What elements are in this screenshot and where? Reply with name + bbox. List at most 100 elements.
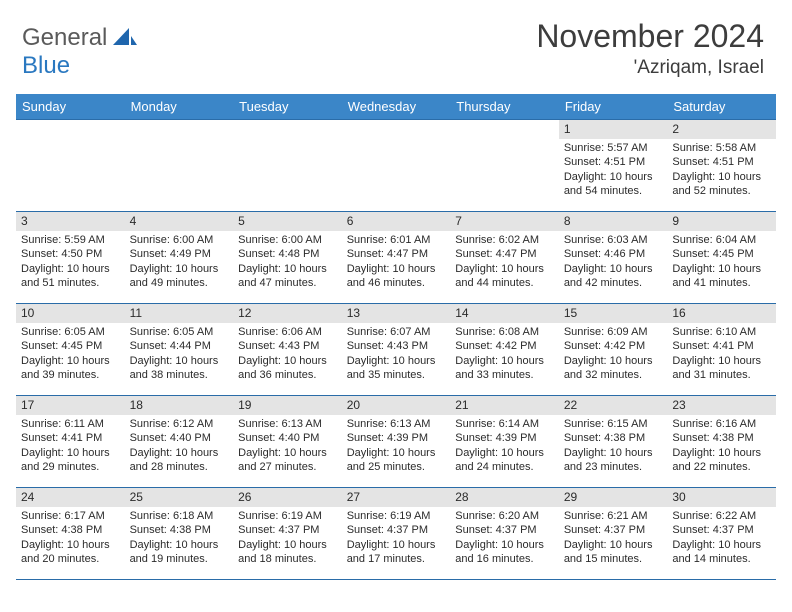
sunset-text: Sunset: 4:38 PM: [672, 431, 771, 445]
sunrise-text: Sunrise: 6:00 AM: [238, 233, 337, 247]
daylight-text: Daylight: 10 hours: [564, 446, 663, 460]
sunset-text: Sunset: 4:38 PM: [564, 431, 663, 445]
sunset-text: Sunset: 4:49 PM: [130, 247, 229, 261]
day-number: 10: [16, 304, 125, 323]
sunrise-text: Sunrise: 6:21 AM: [564, 509, 663, 523]
daylight-text: Daylight: 10 hours: [564, 538, 663, 552]
day-details: Sunrise: 6:22 AMSunset: 4:37 PMDaylight:…: [667, 507, 776, 568]
sunset-text: Sunset: 4:39 PM: [455, 431, 554, 445]
weekday-header-row: Sunday Monday Tuesday Wednesday Thursday…: [16, 94, 776, 120]
daylight-text: and 23 minutes.: [564, 460, 663, 474]
day-details: Sunrise: 6:07 AMSunset: 4:43 PMDaylight:…: [342, 323, 451, 384]
calendar-day-cell: 4Sunrise: 6:00 AMSunset: 4:49 PMDaylight…: [125, 212, 234, 304]
sunrise-text: Sunrise: 6:10 AM: [672, 325, 771, 339]
sunset-text: Sunset: 4:41 PM: [21, 431, 120, 445]
daylight-text: and 28 minutes.: [130, 460, 229, 474]
sunrise-text: Sunrise: 6:01 AM: [347, 233, 446, 247]
daylight-text: Daylight: 10 hours: [564, 262, 663, 276]
sunrise-text: Sunrise: 6:08 AM: [455, 325, 554, 339]
sunrise-text: Sunrise: 6:12 AM: [130, 417, 229, 431]
calendar-week-row: 10Sunrise: 6:05 AMSunset: 4:45 PMDayligh…: [16, 304, 776, 396]
sunrise-text: Sunrise: 6:02 AM: [455, 233, 554, 247]
daylight-text: and 32 minutes.: [564, 368, 663, 382]
calendar-day-cell: 26Sunrise: 6:19 AMSunset: 4:37 PMDayligh…: [233, 488, 342, 580]
daylight-text: and 54 minutes.: [564, 184, 663, 198]
calendar-week-row: 17Sunrise: 6:11 AMSunset: 4:41 PMDayligh…: [16, 396, 776, 488]
day-details: Sunrise: 6:03 AMSunset: 4:46 PMDaylight:…: [559, 231, 668, 292]
sunrise-text: Sunrise: 5:58 AM: [672, 141, 771, 155]
daylight-text: and 35 minutes.: [347, 368, 446, 382]
sunset-text: Sunset: 4:40 PM: [238, 431, 337, 445]
day-details: Sunrise: 6:00 AMSunset: 4:49 PMDaylight:…: [125, 231, 234, 292]
day-number: 5: [233, 212, 342, 231]
daylight-text: Daylight: 10 hours: [238, 538, 337, 552]
day-number: 30: [667, 488, 776, 507]
daylight-text: Daylight: 10 hours: [347, 538, 446, 552]
day-details: Sunrise: 5:58 AMSunset: 4:51 PMDaylight:…: [667, 139, 776, 200]
day-details: Sunrise: 6:06 AMSunset: 4:43 PMDaylight:…: [233, 323, 342, 384]
sunset-text: Sunset: 4:43 PM: [238, 339, 337, 353]
sunrise-text: Sunrise: 6:07 AM: [347, 325, 446, 339]
day-number: 1: [559, 120, 668, 139]
calendar-day-cell: 18Sunrise: 6:12 AMSunset: 4:40 PMDayligh…: [125, 396, 234, 488]
daylight-text: Daylight: 10 hours: [455, 538, 554, 552]
day-number: 8: [559, 212, 668, 231]
day-details: Sunrise: 6:15 AMSunset: 4:38 PMDaylight:…: [559, 415, 668, 476]
title-block: November 2024 'Azriqam, Israel: [536, 18, 764, 79]
daylight-text: and 15 minutes.: [564, 552, 663, 566]
daylight-text: and 17 minutes.: [347, 552, 446, 566]
sunset-text: Sunset: 4:45 PM: [21, 339, 120, 353]
calendar-week-row: 1Sunrise: 5:57 AMSunset: 4:51 PMDaylight…: [16, 120, 776, 212]
daylight-text: Daylight: 10 hours: [455, 262, 554, 276]
calendar-day-cell: 29Sunrise: 6:21 AMSunset: 4:37 PMDayligh…: [559, 488, 668, 580]
day-number: 12: [233, 304, 342, 323]
day-number: 17: [16, 396, 125, 415]
calendar-day-cell: 19Sunrise: 6:13 AMSunset: 4:40 PMDayligh…: [233, 396, 342, 488]
calendar-day-cell: 8Sunrise: 6:03 AMSunset: 4:46 PMDaylight…: [559, 212, 668, 304]
calendar-day-cell: 27Sunrise: 6:19 AMSunset: 4:37 PMDayligh…: [342, 488, 451, 580]
day-number: 4: [125, 212, 234, 231]
calendar-day-cell: 7Sunrise: 6:02 AMSunset: 4:47 PMDaylight…: [450, 212, 559, 304]
sunrise-text: Sunrise: 6:18 AM: [130, 509, 229, 523]
sunset-text: Sunset: 4:37 PM: [238, 523, 337, 537]
sunrise-text: Sunrise: 6:06 AM: [238, 325, 337, 339]
day-details: Sunrise: 6:20 AMSunset: 4:37 PMDaylight:…: [450, 507, 559, 568]
daylight-text: and 44 minutes.: [455, 276, 554, 290]
day-details: Sunrise: 5:59 AMSunset: 4:50 PMDaylight:…: [16, 231, 125, 292]
daylight-text: Daylight: 10 hours: [21, 538, 120, 552]
sunrise-text: Sunrise: 6:22 AM: [672, 509, 771, 523]
calendar-day-cell: 28Sunrise: 6:20 AMSunset: 4:37 PMDayligh…: [450, 488, 559, 580]
sunrise-text: Sunrise: 6:13 AM: [238, 417, 337, 431]
calendar-day-cell: 30Sunrise: 6:22 AMSunset: 4:37 PMDayligh…: [667, 488, 776, 580]
month-title: November 2024: [536, 18, 764, 55]
calendar-day-cell: 14Sunrise: 6:08 AMSunset: 4:42 PMDayligh…: [450, 304, 559, 396]
calendar-day-cell: [125, 120, 234, 212]
day-number: 24: [16, 488, 125, 507]
day-details: Sunrise: 6:14 AMSunset: 4:39 PMDaylight:…: [450, 415, 559, 476]
daylight-text: and 41 minutes.: [672, 276, 771, 290]
daylight-text: Daylight: 10 hours: [347, 262, 446, 276]
header: GeneralBlue November 2024 'Azriqam, Isra…: [0, 0, 792, 88]
sunrise-text: Sunrise: 6:05 AM: [21, 325, 120, 339]
day-number: 22: [559, 396, 668, 415]
sunset-text: Sunset: 4:37 PM: [455, 523, 554, 537]
day-number: 23: [667, 396, 776, 415]
sunrise-text: Sunrise: 6:00 AM: [130, 233, 229, 247]
brand-word2: Blue: [22, 52, 70, 79]
daylight-text: and 14 minutes.: [672, 552, 771, 566]
day-details: Sunrise: 6:01 AMSunset: 4:47 PMDaylight:…: [342, 231, 451, 292]
sunset-text: Sunset: 4:37 PM: [672, 523, 771, 537]
daylight-text: Daylight: 10 hours: [347, 446, 446, 460]
day-details: Sunrise: 6:16 AMSunset: 4:38 PMDaylight:…: [667, 415, 776, 476]
day-details: Sunrise: 6:00 AMSunset: 4:48 PMDaylight:…: [233, 231, 342, 292]
calendar-day-cell: 20Sunrise: 6:13 AMSunset: 4:39 PMDayligh…: [342, 396, 451, 488]
calendar-day-cell: 10Sunrise: 6:05 AMSunset: 4:45 PMDayligh…: [16, 304, 125, 396]
sunset-text: Sunset: 4:42 PM: [455, 339, 554, 353]
sunset-text: Sunset: 4:50 PM: [21, 247, 120, 261]
day-number: 3: [16, 212, 125, 231]
daylight-text: Daylight: 10 hours: [130, 538, 229, 552]
sunset-text: Sunset: 4:38 PM: [130, 523, 229, 537]
day-details: Sunrise: 6:17 AMSunset: 4:38 PMDaylight:…: [16, 507, 125, 568]
calendar-day-cell: [233, 120, 342, 212]
sunrise-text: Sunrise: 6:19 AM: [238, 509, 337, 523]
